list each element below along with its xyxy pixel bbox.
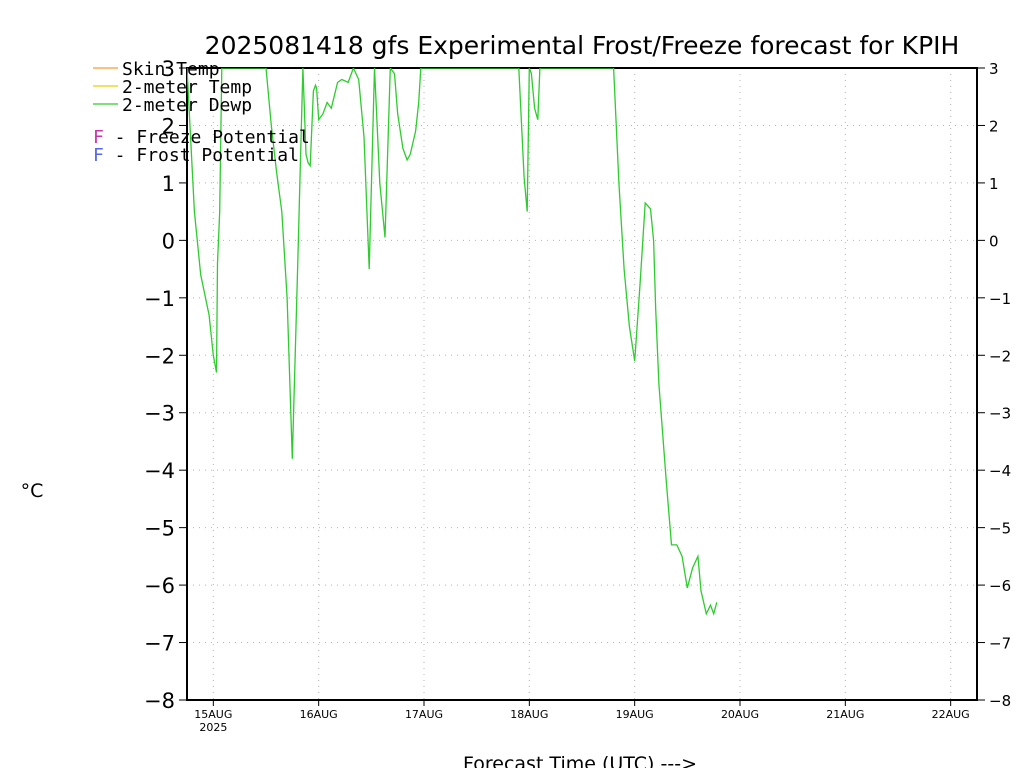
y-tick-label-right: 1 bbox=[989, 175, 999, 193]
y-tick-label: −7 bbox=[144, 632, 175, 656]
x-tick-label: 19AUG bbox=[616, 708, 654, 721]
y-tick-label: 3 bbox=[162, 57, 175, 81]
y-tick-label: −1 bbox=[144, 287, 175, 311]
y-tick-label: −5 bbox=[144, 517, 175, 541]
legend-label: Skin Temp bbox=[122, 59, 220, 80]
y-tick-label: 1 bbox=[162, 172, 175, 196]
y-tick-label: −6 bbox=[144, 574, 175, 598]
series-line-dewpoint bbox=[187, 68, 718, 616]
y-axis-label: °C bbox=[21, 480, 44, 502]
x-tick-label: 22AUG bbox=[932, 708, 970, 721]
y-tick-label: −8 bbox=[144, 689, 175, 713]
y-tick-label-right: −6 bbox=[989, 577, 1011, 595]
y-tick-label-right: −1 bbox=[989, 290, 1011, 308]
plot-frame bbox=[186, 67, 978, 701]
y-tick-label-right: −4 bbox=[989, 462, 1011, 480]
legend-note-marker: F bbox=[93, 127, 104, 148]
chart-title: 2025081418 gfs Experimental Frost/Freeze… bbox=[205, 31, 960, 60]
x-tick-label: 17AUG bbox=[405, 708, 443, 721]
legend-note-text: - Freeze Potential bbox=[104, 127, 310, 148]
x-axis-label: Forecast Time (UTC) ---> bbox=[463, 753, 697, 768]
legend-note-text: - Frost Potential bbox=[104, 145, 299, 166]
x-tick-label: 20AUG bbox=[721, 708, 759, 721]
y-tick-label-right: 3 bbox=[989, 60, 999, 78]
y-tick-label: −2 bbox=[144, 344, 175, 368]
legend-note: F - Frost Potential bbox=[93, 145, 299, 166]
y-axis-right: 3 2 1 0 −1 −2 −3 −4 −5 −6 −7 −8 bbox=[977, 60, 1011, 710]
legend-label: 2-meter Dewp bbox=[122, 95, 252, 116]
legend-label: 2-meter Temp bbox=[122, 77, 252, 98]
y-tick-label: −3 bbox=[144, 402, 175, 426]
x-tick-label: 18AUG bbox=[510, 708, 548, 721]
x-tick-label: 21AUG bbox=[826, 708, 864, 721]
grid-lines bbox=[187, 68, 977, 700]
y-tick-label-right: −7 bbox=[989, 635, 1011, 653]
y-tick-label-right: −8 bbox=[989, 692, 1011, 710]
legend-note: F - Freeze Potential bbox=[93, 127, 310, 148]
y-tick-label-right: −3 bbox=[989, 405, 1011, 423]
y-tick-label-right: −2 bbox=[989, 347, 1011, 365]
y-axis-left: 3 2 1 0 −1 −2 −3 −4 −5 −6 −7 −8 bbox=[144, 57, 187, 713]
x-tick-label: 16AUG bbox=[300, 708, 338, 721]
y-tick-label: −4 bbox=[144, 459, 175, 483]
y-tick-label: 2 bbox=[162, 114, 175, 138]
series-group bbox=[187, 68, 718, 616]
y-tick-label: 0 bbox=[162, 229, 175, 253]
y-tick-label-right: 2 bbox=[989, 117, 999, 135]
y-tick-label-right: −5 bbox=[989, 520, 1011, 538]
y-tick-label-right: 0 bbox=[989, 232, 999, 250]
x-tick-sublabel: 2025 bbox=[199, 721, 227, 734]
x-tick-label: 15AUG bbox=[194, 708, 232, 721]
legend-note-marker: F bbox=[93, 145, 104, 166]
